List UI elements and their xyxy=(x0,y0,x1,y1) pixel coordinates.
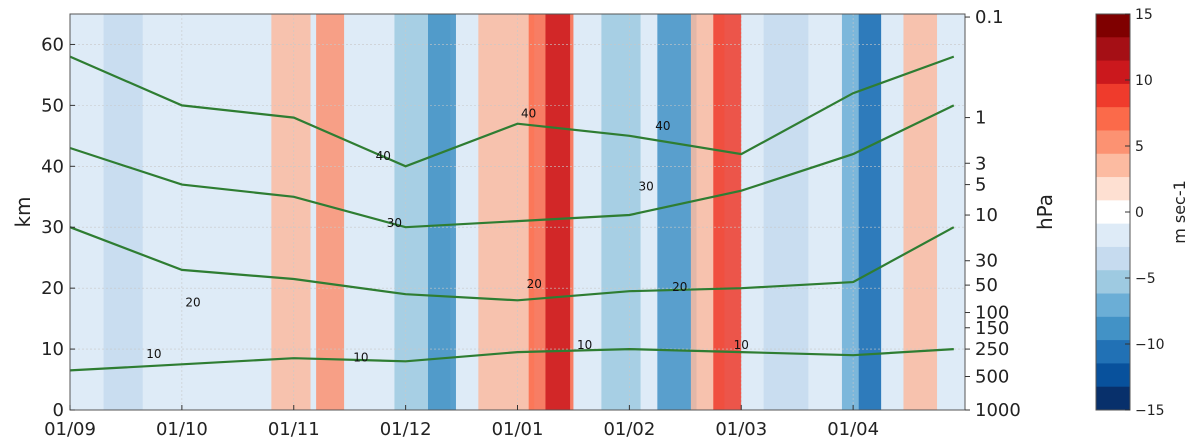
pressure-tick-label: 50 xyxy=(975,275,998,296)
pressure-tick-label: 250 xyxy=(975,339,1009,360)
anomaly-band-9 xyxy=(657,14,697,410)
colorbar-swatch xyxy=(1096,340,1130,364)
colorbar-swatch xyxy=(1096,83,1130,108)
x-tick-label: 01/09 xyxy=(44,419,96,440)
colorbar-swatch xyxy=(1096,153,1130,178)
pressure-tick-label: 10 xyxy=(975,205,998,226)
pressure-tick-label: 150 xyxy=(975,318,1009,339)
anomaly-band-1 xyxy=(271,14,311,410)
anomaly-band-4 xyxy=(428,14,456,410)
colorbar-tick-label: −15 xyxy=(1135,403,1165,419)
anomaly-band-8 xyxy=(601,14,641,410)
pressure-tick-label: 30 xyxy=(975,251,998,272)
colorbar-tick-label: 0 xyxy=(1135,205,1144,221)
wind-contour-10 xyxy=(69,347,954,372)
colorbar-swatch xyxy=(1096,316,1130,341)
x-tick-label: 01/02 xyxy=(603,419,655,440)
anomaly-field xyxy=(103,14,938,410)
colorbar-swatch xyxy=(1096,270,1130,295)
contour-label: 20 xyxy=(527,277,542,291)
y-tick-label: 60 xyxy=(41,34,64,55)
pressure-tick-label: 1000 xyxy=(975,400,1021,421)
colorbar-swatch xyxy=(1096,223,1130,248)
colorbar-swatch xyxy=(1096,200,1130,225)
colorbar-swatch xyxy=(1096,293,1130,318)
wind-contours xyxy=(69,55,955,372)
contour-label: 30 xyxy=(387,216,402,230)
pressure-tick-label: 5 xyxy=(975,175,986,196)
contour-label: 20 xyxy=(185,295,200,309)
colorbar-tick-label: −5 xyxy=(1135,271,1156,287)
colorbar-swatch xyxy=(1096,386,1130,411)
colorbar-swatch xyxy=(1096,130,1130,155)
pressure-axis-title: hPa xyxy=(1033,194,1057,230)
colorbar-swatch xyxy=(1096,363,1130,388)
contour-label: 30 xyxy=(639,180,654,194)
anomaly-band-12 xyxy=(763,14,809,410)
contour-label: 10 xyxy=(146,347,161,361)
y-axis-title: km xyxy=(11,196,35,227)
x-tick-label: 01/12 xyxy=(380,419,432,440)
anomaly-band-7 xyxy=(545,14,571,410)
colorbar-swatch xyxy=(1096,60,1130,85)
anomaly-band-11 xyxy=(713,14,742,410)
anomaly-band-2 xyxy=(316,14,345,410)
colorbar-swatch xyxy=(1096,246,1130,271)
x-tick-label: 01/04 xyxy=(827,419,879,440)
contour-label: 10 xyxy=(734,338,749,352)
colorbar-swatch xyxy=(1096,177,1130,201)
contour-labels: 10 10 10 10 20 20 20 30 30 40 40 40 xyxy=(146,107,749,365)
contour-label: 10 xyxy=(577,338,592,352)
pressure-tick-label: 100 xyxy=(975,303,1009,324)
y-tick-label: 50 xyxy=(41,95,64,116)
colorbar-tick-label: 5 xyxy=(1135,139,1144,155)
x-tick-label: 01/11 xyxy=(268,419,320,440)
y-tick-label: 0 xyxy=(53,400,64,421)
colorbar-ticks: 15 10 5 0 −5 −10 −15 xyxy=(1125,7,1165,419)
contour-label: 40 xyxy=(376,149,391,163)
colorbar-tick-label: −10 xyxy=(1135,337,1165,353)
colorbar xyxy=(1095,13,1131,411)
wind-contour-30 xyxy=(69,104,955,229)
wind-contour-40 xyxy=(69,55,955,168)
x-tick-label: 01/01 xyxy=(492,419,544,440)
pressure-tick-label: 1 xyxy=(975,108,986,129)
contour-label: 10 xyxy=(353,350,368,364)
anomaly-band-5 xyxy=(478,14,535,410)
y-axis-ticks: 0 10 20 30 40 50 60 xyxy=(41,34,75,421)
y-tick-label: 20 xyxy=(41,278,64,299)
colorbar-swatch xyxy=(1096,37,1130,62)
x-tick-label: 01/10 xyxy=(156,419,208,440)
colorbar-tick-label: 15 xyxy=(1135,7,1153,23)
y-tick-label: 10 xyxy=(41,339,64,360)
y-tick-label: 40 xyxy=(41,156,64,177)
colorbar-label: m sec-1 xyxy=(1170,180,1189,244)
pressure-tick-label: 3 xyxy=(975,153,986,174)
pressure-tick-label: 0.1 xyxy=(975,7,1004,28)
colorbar-tick-label: 10 xyxy=(1135,73,1153,89)
contour-label: 40 xyxy=(655,119,670,133)
y-tick-label: 30 xyxy=(41,217,64,238)
wind-contour-20 xyxy=(69,226,955,302)
anomaly-band-14 xyxy=(858,14,882,410)
colorbar-swatch xyxy=(1096,107,1130,131)
pressure-tick-label: 500 xyxy=(975,366,1009,387)
x-tick-label: 01/03 xyxy=(715,419,767,440)
x-axis-ticks: 01/09 01/10 01/11 01/12 01/01 01/02 01/03 01/04 xyxy=(44,405,879,440)
colorbar-swatch xyxy=(1096,14,1130,38)
contour-label: 20 xyxy=(672,280,687,294)
contour-label: 40 xyxy=(521,107,536,121)
anomaly-band-15 xyxy=(903,14,938,410)
